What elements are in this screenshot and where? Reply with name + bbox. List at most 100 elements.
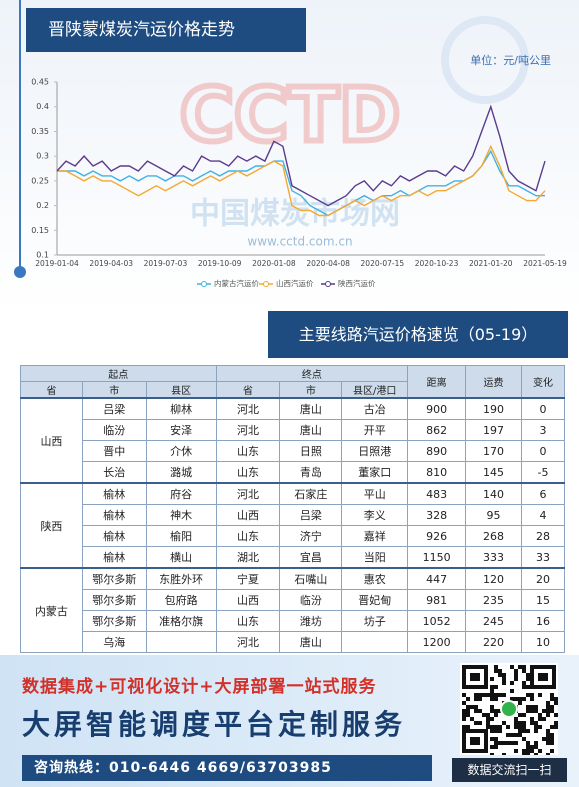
- qr-module: [502, 677, 506, 681]
- qr-module: [466, 725, 470, 729]
- qr-module: [486, 721, 490, 725]
- qr-module: [546, 713, 550, 717]
- table-cell: 榆林: [81, 504, 147, 526]
- table-cell: 唐山: [279, 419, 343, 441]
- table-cell: 190: [465, 397, 522, 420]
- slogan: 数据集成+可视化设计+大屏部署一站式服务: [22, 677, 377, 697]
- qr-module: [490, 709, 494, 713]
- qr-module: [514, 749, 518, 753]
- table-row: 乌海 河北 唐山 1200 220 10: [21, 631, 565, 653]
- x-tick-label: 2021-01-20: [469, 259, 513, 268]
- y-tick-label: 0.4: [36, 102, 49, 111]
- qr-module: [546, 709, 550, 713]
- province-cell: 内蒙古: [20, 567, 83, 653]
- qr-module: [486, 713, 490, 717]
- table-cell: 嘉祥: [341, 525, 409, 547]
- headline: 大屏智能调度平台定制服务: [22, 708, 407, 741]
- qr-module: [522, 729, 526, 733]
- qr-module: [526, 693, 530, 697]
- table-cell: 榆林: [81, 525, 147, 547]
- qr-module: [498, 673, 502, 677]
- qr-module: [490, 729, 494, 733]
- table-cell: 447: [407, 567, 467, 590]
- table-cell: 平山: [341, 482, 409, 505]
- qr-module: [546, 729, 550, 733]
- qr-module: [530, 749, 534, 753]
- y-tick-label: 0.3: [36, 152, 49, 161]
- qr-module: [494, 729, 498, 733]
- qr-module: [534, 725, 538, 729]
- qr-module: [494, 741, 498, 745]
- table-cell: 220: [465, 631, 522, 653]
- qr-module: [518, 733, 522, 737]
- qr-module: [550, 733, 554, 737]
- sub-header: 县区/港口: [341, 381, 409, 399]
- qr-module: [538, 725, 542, 729]
- x-tick-label: 2020-01-08: [252, 259, 296, 268]
- province-cell: 山西: [20, 397, 83, 484]
- qr-module: [498, 741, 502, 745]
- table-row: 山西 吕梁 柳林 河北 唐山 古冶 900 190 0: [20, 397, 565, 484]
- table-cell: 926: [407, 525, 467, 547]
- table-cell: 长治: [81, 461, 147, 484]
- qr-module: [474, 709, 478, 713]
- qr-module: [474, 693, 478, 697]
- y-tick-label: 0.25: [31, 176, 49, 185]
- table-cell: [341, 631, 409, 653]
- qr-module: [510, 689, 514, 693]
- table-cell: 145: [465, 461, 522, 484]
- qr-module: [490, 737, 494, 741]
- qr-module: [494, 745, 498, 749]
- table-cell: 准格尔旗: [145, 610, 217, 632]
- table-cell: 榆林: [81, 482, 147, 505]
- qr-module: [550, 737, 554, 741]
- qr-module: [546, 737, 550, 741]
- table-cell: 董家口: [341, 461, 409, 484]
- qr-module: [526, 709, 530, 713]
- y-tick-label: 0.35: [31, 127, 49, 136]
- table-cell: 10: [521, 631, 565, 653]
- qr-module: [522, 669, 526, 673]
- qr-module: [490, 677, 494, 681]
- table-cell: 981: [407, 589, 467, 611]
- table-cell: 山东: [215, 440, 281, 462]
- y-tick-label: 0.2: [36, 201, 49, 210]
- chart: CCTD 中国煤炭市场网 www.cctd.com.cn 0.1 0.15 0.2 0…: [14, 0, 567, 288]
- table-cell: 晋中: [81, 440, 147, 462]
- table-cell: 235: [465, 589, 522, 611]
- qr-module: [534, 745, 538, 749]
- table-cell: 1052: [407, 610, 467, 632]
- qr-module: [462, 709, 466, 713]
- qr-module: [530, 709, 534, 713]
- qr-module: [510, 665, 514, 669]
- group-header: 变化: [521, 365, 565, 399]
- table-cell: 山东: [215, 610, 281, 632]
- table-cell: 榆阳: [145, 525, 217, 547]
- qr-module: [522, 681, 526, 685]
- qr-module: [490, 689, 494, 693]
- table-cell: 1150: [407, 546, 467, 569]
- qr-module: [526, 677, 530, 681]
- x-tick-label: 2020-10-23: [415, 259, 459, 268]
- table-cell: 柳林: [145, 397, 217, 420]
- qr-module: [470, 717, 474, 721]
- qr-module: [466, 713, 470, 717]
- qr-module: [514, 669, 518, 673]
- table-cell: 810: [407, 461, 467, 484]
- legend-label: 山西汽运价: [276, 278, 314, 288]
- table-cell: [145, 631, 217, 653]
- qr-module: [522, 749, 526, 753]
- table-row: 长治 潞城 山东 青岛 董家口 810 145 -5: [21, 461, 565, 484]
- table-cell: -5: [521, 461, 565, 484]
- qr-module: [494, 725, 498, 729]
- sub-header: 县区: [145, 381, 217, 399]
- qr-module: [490, 717, 494, 721]
- qr-module: [490, 745, 494, 749]
- qr-module: [514, 673, 518, 677]
- table-cell: 当阳: [341, 546, 409, 569]
- qr-module: [522, 737, 526, 741]
- qr-module: [550, 749, 554, 753]
- qr-module: [518, 665, 522, 669]
- table-cell: 20: [521, 567, 565, 590]
